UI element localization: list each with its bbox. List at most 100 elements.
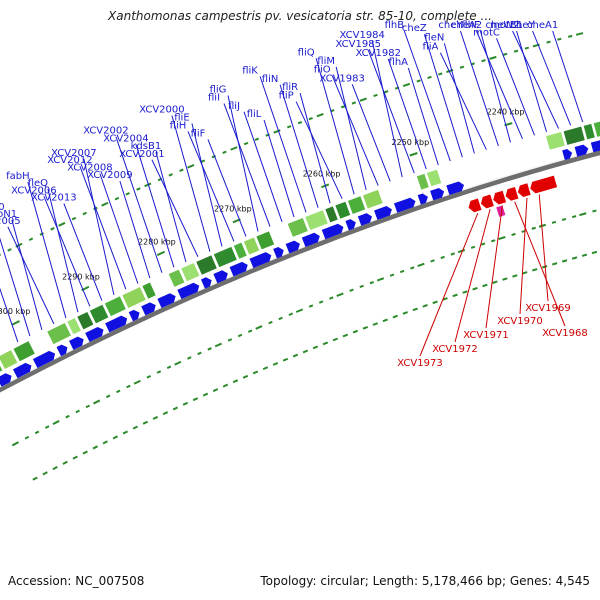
forward-gene-arrow[interactable] xyxy=(85,326,104,342)
forward-gene-arrow[interactable] xyxy=(68,336,84,350)
gene-label[interactable]: XCV2007 xyxy=(51,148,96,159)
tick-mark xyxy=(369,280,375,285)
forward-gene-arrow[interactable] xyxy=(374,205,392,220)
gene-label[interactable]: fliI xyxy=(208,93,220,104)
gene-label[interactable]: fliN xyxy=(262,74,279,85)
label-leader-line xyxy=(454,209,491,343)
forward-gene-arrow[interactable] xyxy=(345,219,356,231)
gene-label[interactable]: XCV1968 xyxy=(542,328,587,339)
forward-gene-arrow[interactable] xyxy=(177,282,200,300)
gene-label[interactable]: fliH xyxy=(170,120,187,131)
gene-label[interactable]: fliP xyxy=(279,91,294,102)
gene-label[interactable]: cheW2 xyxy=(485,20,519,31)
forward-gene-arrow[interactable] xyxy=(417,193,428,205)
gene-label[interactable]: XCV2006 xyxy=(11,185,56,196)
forward-gene-arrow[interactable] xyxy=(229,261,248,277)
gene-label[interactable]: XCV1973 xyxy=(397,358,442,369)
gene-label[interactable]: fliJ xyxy=(228,101,240,112)
gene-label[interactable]: cheA1 xyxy=(527,20,558,31)
cds-band xyxy=(347,196,366,214)
forward-gene-arrow[interactable] xyxy=(301,232,320,247)
gene-label[interactable]: flhA xyxy=(389,57,409,68)
forward-gene-arrow[interactable] xyxy=(273,247,284,259)
forward-genes[interactable] xyxy=(0,139,600,393)
gene-label[interactable]: XCV2013 xyxy=(31,193,76,204)
forward-gene-arrow[interactable] xyxy=(213,270,228,284)
reverse-genes[interactable] xyxy=(468,175,558,217)
reverse-gene-arrow[interactable] xyxy=(530,175,558,194)
gene-label[interactable]: flhB xyxy=(385,20,405,31)
reverse-gene-arrow[interactable] xyxy=(468,198,482,213)
gene-label[interactable]: XCV2001 xyxy=(119,149,164,160)
gene-label[interactable]: XCV1983 xyxy=(319,73,364,84)
forward-gene-arrow[interactable] xyxy=(430,188,445,201)
gene-label[interactable]: fleN xyxy=(424,32,444,43)
forward-gene-labels[interactable]: cheA1cheYcheW2motB1motCcheA2flhFcheYfliA… xyxy=(0,20,584,343)
gene-label[interactable]: flhF xyxy=(461,20,480,31)
forward-gene-arrow[interactable] xyxy=(32,350,56,368)
forward-gene-arrow[interactable] xyxy=(393,197,416,213)
label-leader-line xyxy=(259,76,307,213)
gene-label[interactable]: XCV2012 xyxy=(47,155,92,166)
gene-label[interactable]: XCV2010 xyxy=(0,202,5,213)
reverse-gene-arrow[interactable] xyxy=(493,190,507,205)
gene-label[interactable]: fliE xyxy=(174,112,189,123)
forward-gene-arrow[interactable] xyxy=(249,252,272,268)
gene-label[interactable]: fliA xyxy=(422,42,438,53)
forward-gene-arrow[interactable] xyxy=(12,362,32,379)
gene-label[interactable]: XCV1985 xyxy=(336,39,381,50)
reverse-gene-arrow[interactable] xyxy=(480,194,494,209)
gene-label[interactable]: XCV2002 xyxy=(83,126,128,137)
forward-gene-arrow[interactable] xyxy=(128,309,140,322)
gene-label[interactable]: cheY xyxy=(438,20,463,31)
gene-label[interactable]: XCV1972 xyxy=(432,344,477,355)
gene-label[interactable]: XCV2005 xyxy=(0,216,21,227)
gene-label[interactable]: motB1 xyxy=(490,20,523,31)
gene-label[interactable]: fliR xyxy=(282,82,298,93)
forward-gene-arrow[interactable] xyxy=(446,181,465,196)
forward-gene-arrow[interactable] xyxy=(590,139,600,153)
forward-gene-arrow[interactable] xyxy=(157,293,176,309)
genome-stats-text: Topology: circular; Length: 5,178,466 bp… xyxy=(260,574,590,588)
gene-label[interactable]: cheZ xyxy=(402,23,427,34)
tick-mark xyxy=(551,220,557,224)
gene-label[interactable]: fabH xyxy=(6,171,30,182)
gene-label[interactable]: motC xyxy=(473,27,500,38)
gene-label[interactable]: fleQ xyxy=(28,178,48,189)
gene-label[interactable]: fliQ xyxy=(298,47,315,58)
forward-gene-arrow[interactable] xyxy=(285,240,300,254)
forward-gene-arrow[interactable] xyxy=(200,277,212,289)
gene-label[interactable]: XCV2008 xyxy=(67,163,112,174)
gene-label[interactable]: fliK xyxy=(242,65,258,76)
gene-label[interactable]: XCV1984 xyxy=(340,30,385,41)
forward-gene-arrow[interactable] xyxy=(574,144,589,157)
forward-gene-arrow[interactable] xyxy=(321,223,344,240)
gene-label[interactable]: kdsB1 xyxy=(131,141,162,152)
reverse-gene-arrow[interactable] xyxy=(505,186,519,201)
forward-gene-arrow[interactable] xyxy=(56,344,68,357)
gene-label[interactable]: fliG xyxy=(210,84,227,95)
forward-gene-arrow[interactable] xyxy=(105,315,128,333)
gene-label[interactable]: XCV1982 xyxy=(356,48,401,59)
forward-gene-arrow[interactable] xyxy=(357,213,373,226)
gene-label[interactable]: fliM xyxy=(317,56,335,67)
gene-label[interactable]: fliL xyxy=(247,109,262,120)
gene-label[interactable]: XCV1969 xyxy=(525,303,570,314)
forward-gene-arrow[interactable] xyxy=(0,373,12,387)
gene-label[interactable]: XCV1970 xyxy=(497,316,542,327)
gene-label[interactable]: XCV2004 xyxy=(103,133,148,144)
gene-label[interactable]: XCV2000 xyxy=(139,105,184,116)
forward-gene-arrow[interactable] xyxy=(562,149,573,161)
reverse-gene-arrow[interactable] xyxy=(517,183,531,197)
gene-label[interactable]: fliO xyxy=(314,65,331,76)
gene-label[interactable]: XCV2009 xyxy=(87,170,132,181)
gene-label[interactable]: XCV1971 xyxy=(463,330,508,341)
gene-label[interactable]: cheY xyxy=(511,20,536,31)
gene-label[interactable]: rpoN1 xyxy=(0,209,17,220)
forward-gene-arrow[interactable] xyxy=(141,302,156,316)
gene-label[interactable]: fliF xyxy=(191,128,206,139)
selected-gene[interactable] xyxy=(496,205,506,217)
gene-label[interactable]: cheA2 xyxy=(451,20,482,31)
